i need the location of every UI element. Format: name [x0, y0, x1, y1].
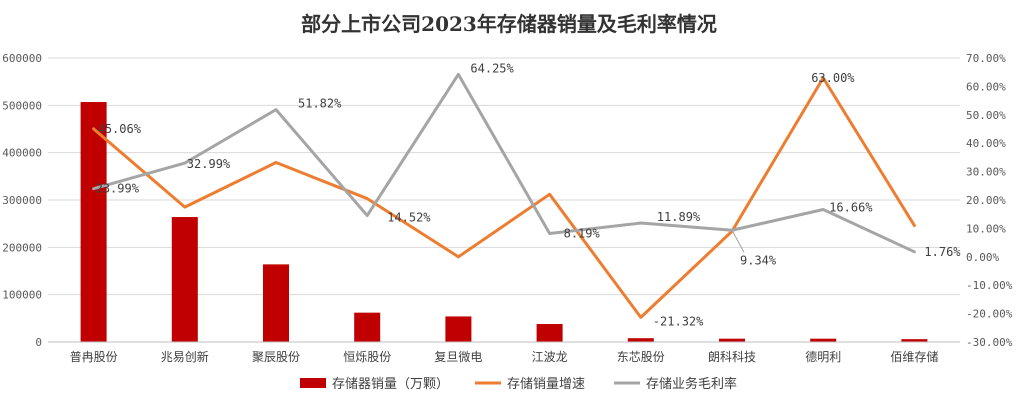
data-label: 23.99%: [96, 182, 140, 196]
bar-series: [80, 102, 928, 343]
data-label: 1.76%: [924, 245, 961, 259]
y-left-tick-label: 400000: [2, 147, 42, 160]
bar: [171, 217, 198, 342]
legend-label: 存储器销量（万颗）: [332, 377, 449, 392]
bar: [810, 338, 837, 342]
y-right-tick-label: 70.00%: [966, 52, 1006, 65]
y-left-tick-label: 600000: [2, 52, 42, 65]
series-line-1: [92, 76, 916, 319]
y-left-tick-label: 300000: [2, 194, 42, 207]
y-left-tick-label: 0: [35, 336, 42, 349]
y-right-tick-label: 40.00%: [966, 137, 1006, 150]
data-label: 9.34%: [740, 253, 777, 267]
y-right-tick-label: 0.00%: [966, 251, 999, 264]
leader-line: [731, 230, 745, 253]
x-tick-label: 普冉股份: [70, 350, 118, 364]
chart-title: 部分上市公司2023年存储器销量及毛利率情况: [301, 12, 717, 36]
x-tick-label: 兆易创新: [161, 349, 209, 364]
x-tick-label: 复旦微电: [434, 350, 482, 364]
y-right-tick-label: 50.00%: [966, 109, 1006, 122]
bar: [263, 264, 289, 342]
data-label: 45.06%: [98, 122, 142, 136]
data-label: 14.52%: [387, 211, 431, 225]
data-label: 8.19%: [564, 227, 601, 241]
bar: [354, 312, 381, 342]
y-right-tick-label: 30.00%: [966, 166, 1006, 179]
x-tick-label: 德明利: [805, 349, 841, 364]
x-tick-label: 聚辰股份: [252, 350, 300, 364]
bar: [536, 324, 563, 342]
y-right-tick-label: 10.00%: [966, 222, 1006, 235]
x-tick-label: 佰维存储: [890, 349, 938, 364]
series-line-2: [92, 72, 916, 254]
data-label: -21.32%: [653, 314, 704, 328]
data-labels: 45.06% 23.99% 32.99% 51.82% 14.52% 64.25% 8.19…: [96, 61, 962, 328]
bar: [901, 339, 928, 342]
y-right-tick-label: 20.00%: [966, 194, 1006, 207]
line-series: [92, 72, 916, 319]
bar: [80, 102, 107, 343]
bar: [627, 338, 654, 342]
x-tick-label: 东芯股份: [617, 350, 665, 364]
y-right-tick-label: -20.00%: [966, 308, 1013, 321]
bar: [445, 316, 472, 342]
x-tick-label: 江波龙: [532, 350, 568, 364]
axes: 0 100000 200000 300000 400000 500000 600000 -30…: [2, 52, 1012, 364]
legend-label: 存储销量增速: [507, 377, 585, 392]
y-left-tick-label: 100000: [2, 289, 42, 302]
x-tick-label: 朗科科技: [708, 350, 756, 364]
bar: [719, 338, 745, 342]
y-left-tick-label: 200000: [2, 241, 42, 254]
x-tick-label: 恒烁股份: [343, 350, 391, 364]
data-label: 63.00%: [811, 71, 855, 85]
data-label: 51.82%: [298, 97, 342, 111]
y-right-tick-label: 60.00%: [966, 80, 1006, 93]
legend: 存储器销量（万颗） 存储销量增速 存储业务毛利率: [300, 376, 737, 392]
data-label: 64.25%: [470, 61, 514, 75]
legend-swatch-bar: [300, 378, 326, 388]
data-label: 32.99%: [187, 157, 231, 171]
data-label: 16.66%: [829, 200, 873, 214]
y-right-tick-label: -30.00%: [966, 336, 1013, 349]
y-right-tick-label: -10.00%: [966, 279, 1013, 292]
y-left-tick-label: 500000: [2, 99, 42, 112]
legend-label: 存储业务毛利率: [646, 376, 737, 392]
data-label: 11.89%: [657, 210, 701, 224]
